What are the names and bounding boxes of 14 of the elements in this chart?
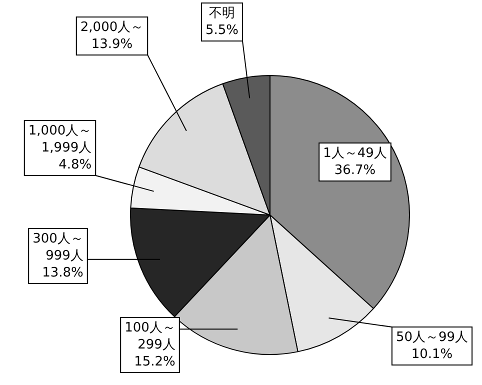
data-label: 4.8%: [58, 157, 92, 172]
data-label: 36.7%: [334, 162, 376, 178]
slice-label: 1人～49人: [323, 146, 387, 161]
slice-label: 不明: [209, 6, 235, 21]
slice-label: 300人～999人: [32, 231, 84, 264]
slice-label: 1,000人～1,999人: [28, 123, 92, 156]
slice-label: 2,000人～: [80, 20, 144, 35]
slice-label: 50人～99人: [396, 330, 468, 345]
data-label: 13.9%: [91, 36, 133, 52]
data-label: 10.1%: [411, 346, 453, 362]
data-label: 13.8%: [42, 265, 84, 280]
data-label: 15.2%: [134, 354, 176, 370]
data-label: 5.5%: [205, 22, 239, 38]
slice-label: 100人～299人: [124, 320, 176, 352]
